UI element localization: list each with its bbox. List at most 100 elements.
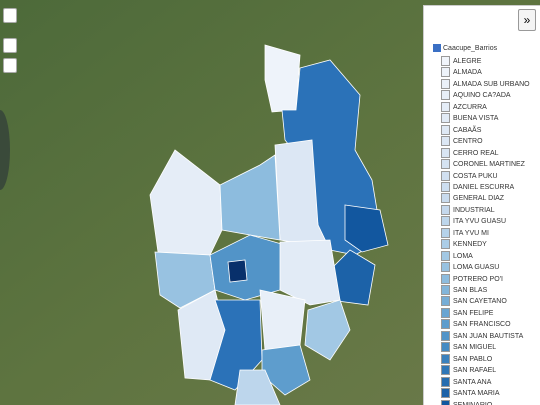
legend-label: SAN FRANCISCO [453, 321, 511, 329]
barrio [154, 251, 216, 309]
barrio [227, 259, 248, 283]
legend-swatch [441, 101, 450, 112]
legend-item[interactable]: SAN FELIPE [441, 307, 494, 318]
legend-label: AZCURRA [453, 103, 487, 111]
legend-swatch [441, 285, 450, 295]
layer-checkbox[interactable] [433, 44, 441, 53]
legend-swatch [441, 56, 450, 66]
legend-swatch [441, 113, 450, 124]
legend-label: BUENA VISTA [453, 115, 499, 123]
legend-swatch [441, 67, 450, 78]
legend-item[interactable]: SAN MIGUEL [441, 342, 497, 353]
legend-swatch [441, 227, 450, 238]
panel-toggle[interactable]: » [518, 9, 536, 31]
legend-item[interactable]: SAN RAFAEL [441, 365, 497, 376]
legend-item[interactable]: ALEGRE [441, 56, 481, 66]
legend-label: ALEGRE [453, 57, 482, 65]
barrio [281, 59, 383, 256]
legend-swatch [441, 353, 450, 364]
legend-swatch [441, 181, 450, 192]
legend-swatch [441, 262, 450, 273]
legend-swatch [441, 159, 450, 170]
legend-label: SANTA ANA [453, 378, 492, 386]
locate-button[interactable] [3, 58, 17, 73]
legend-item[interactable]: CABAÃS [441, 124, 482, 135]
legend-swatch [441, 147, 450, 158]
legend-label: CABAÃS [453, 126, 482, 134]
legend-label: SAN RAFAEL [453, 366, 497, 374]
legend-swatch [441, 136, 450, 147]
legend-swatch [441, 124, 450, 135]
legend-label: SAN PABLO [453, 355, 493, 363]
barrio [264, 44, 301, 113]
legend-item[interactable]: AQUINO CA?ADA [441, 90, 511, 101]
legend-swatch [441, 193, 450, 204]
legend-swatch [441, 90, 450, 101]
legend-item[interactable]: SANTA ANA [441, 376, 492, 387]
legend-item[interactable]: ALMADA SUB URBANO [441, 78, 530, 89]
legend-label: ALMADA SUB URBANO [453, 80, 530, 88]
legend-label: CENTRO [453, 137, 483, 145]
legend-swatch [441, 204, 450, 215]
legend-swatch [441, 376, 450, 387]
legend-label: KENNEDY [453, 241, 487, 249]
legend-item[interactable]: LOMA GUASU [441, 262, 500, 273]
legend-label: CERRO REAL [453, 149, 499, 157]
legend-item[interactable]: KENNEDY [441, 239, 487, 250]
legend-item[interactable]: CENTRO [441, 136, 483, 147]
legend-label: LOMA GUASU [453, 263, 500, 271]
legend-item[interactable]: SAN JUAN BAUTISTA [441, 330, 524, 341]
legend-item[interactable]: COSTA PUKU [441, 170, 498, 181]
barrio [344, 204, 389, 253]
barrio [209, 299, 263, 391]
legend-swatch [441, 319, 450, 330]
legend-swatch [441, 307, 450, 318]
legend-label: SAN MIGUEL [453, 344, 497, 352]
legend-swatch [441, 273, 450, 284]
legend-label: SEMINARIO [453, 401, 493, 405]
legend-swatch [441, 250, 450, 261]
legend-item[interactable]: CERRO REAL [441, 147, 499, 158]
legend-label: ALMADA [453, 69, 482, 77]
legend-item[interactable]: INDUSTRIAL [441, 204, 495, 215]
legend-item[interactable]: SAN FRANCISCO [441, 319, 511, 330]
draw-button[interactable] [3, 38, 17, 53]
legend-item[interactable]: SANTA MARIA [441, 388, 500, 399]
legend-label: SAN CAYETANO [453, 298, 507, 306]
barrios [149, 44, 389, 405]
legend-swatch [441, 216, 450, 227]
legend-item[interactable]: SAN BLAS [441, 285, 487, 295]
legend-label: SANTA MARIA [453, 389, 500, 397]
legend-item[interactable]: BUENA VISTA [441, 113, 499, 124]
legend-label: COSTA PUKU [453, 172, 498, 180]
legend-label: LOMA [453, 252, 473, 260]
layer-name: Caacupe_Barrios [443, 45, 498, 52]
layer-row[interactable]: Caacupe_Barrios [433, 44, 497, 53]
legend-item[interactable]: DANIEL ESCURRA [441, 181, 515, 192]
legend-item[interactable]: ALMADA [441, 67, 482, 78]
legend-item[interactable]: AZCURRA [441, 101, 487, 112]
legend-item[interactable]: SAN PABLO [441, 353, 493, 364]
legend-swatch [441, 239, 450, 250]
legend-item[interactable]: SAN CAYETANO [441, 296, 507, 307]
legend-label: AQUINO CA?ADA [453, 92, 511, 100]
legend-item[interactable]: SEMINARIO [441, 399, 493, 405]
legend-swatch [441, 330, 450, 341]
legend-item[interactable]: LOMA [441, 250, 473, 261]
legend-label: SAN FELIPE [453, 309, 494, 317]
legend-swatch [441, 296, 450, 307]
legend-item[interactable]: CORONEL MARTINEZ [441, 159, 525, 170]
legend-item[interactable]: POTRERO PO'I [441, 273, 503, 284]
legend-label: DANIEL ESCURRA [453, 183, 515, 191]
barrio [234, 369, 281, 405]
legend-swatch [441, 365, 450, 376]
legend-item[interactable]: ITA YVU MI [441, 227, 489, 238]
legend-label: SAN JUAN BAUTISTA [453, 332, 524, 340]
legend-item[interactable]: GENERAL DIAZ [441, 193, 504, 204]
barrio [279, 239, 341, 306]
zoom-in-button[interactable] [3, 8, 17, 23]
legend-label: INDUSTRIAL [453, 206, 495, 214]
legend-item[interactable]: ITA YVU GUASU [441, 216, 506, 227]
legend-swatch [441, 170, 450, 181]
